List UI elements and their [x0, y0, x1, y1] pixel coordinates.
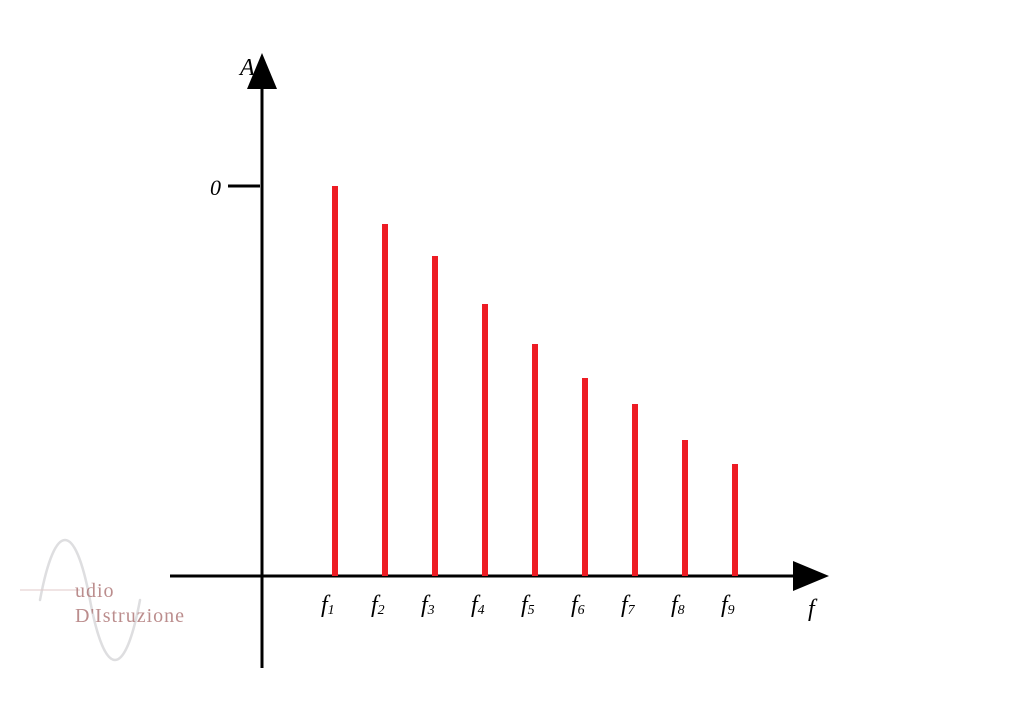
- spectrum-chart: udio D'Istruzione A f 0 f1f2f3f4f5f6f7f8…: [0, 0, 1024, 724]
- x-tick-label: f5: [521, 592, 535, 619]
- x-tick-label: f8: [671, 592, 685, 619]
- x-tick-label: f9: [721, 592, 735, 619]
- y-tick-zero-label: 0: [210, 175, 221, 201]
- x-axis-label: f: [808, 596, 815, 623]
- x-tick-label: f3: [421, 592, 435, 619]
- y-axis-label: A: [240, 55, 255, 82]
- x-tick-label: f2: [371, 592, 385, 619]
- x-tick-label: f4: [471, 592, 485, 619]
- chart-svg: [0, 0, 1024, 724]
- x-tick-label: f1: [321, 592, 335, 619]
- x-tick-label: f6: [571, 592, 585, 619]
- x-tick-label: f7: [621, 592, 635, 619]
